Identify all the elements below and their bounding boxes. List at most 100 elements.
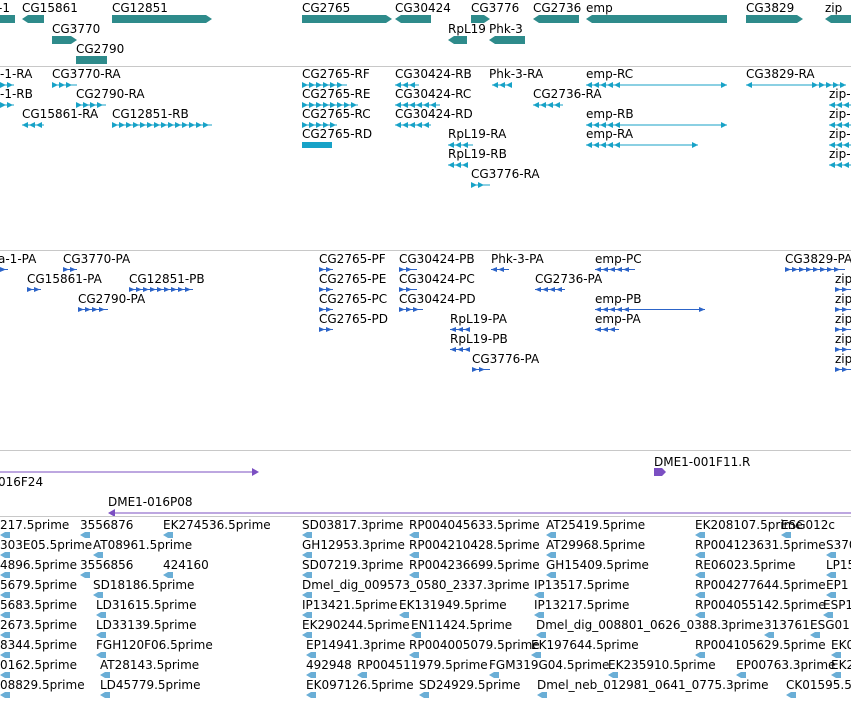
transcript-label[interactable]: Phk-3-RA bbox=[489, 67, 544, 81]
transcript-label[interactable]: CG3770-RA bbox=[52, 67, 121, 81]
est-label[interactable]: RE06023.5prime bbox=[695, 558, 796, 572]
gene-label[interactable]: CG2765 bbox=[302, 1, 351, 15]
transcript-label[interactable]: CG30424-RD bbox=[395, 107, 473, 121]
est-label[interactable]: AT28143.5prime bbox=[100, 658, 200, 672]
est-glyph[interactable] bbox=[306, 672, 316, 678]
est-label[interactable]: AT25419.5prime bbox=[546, 518, 646, 532]
protein-label[interactable]: emp-PC bbox=[595, 252, 642, 266]
est-label[interactable]: Dmel_dig_008801_0626_0388.3prime bbox=[536, 618, 764, 632]
protein-glyph[interactable] bbox=[835, 346, 851, 353]
protein-glyph[interactable] bbox=[399, 286, 417, 293]
est-label[interactable]: Dmel_neb_012981_0641_0775.3prime bbox=[537, 678, 769, 692]
gene-glyph[interactable] bbox=[0, 15, 15, 23]
protein-glyph[interactable] bbox=[835, 366, 851, 373]
est-glyph[interactable] bbox=[831, 672, 841, 678]
transcript-glyph[interactable] bbox=[0, 81, 14, 89]
gene-glyph[interactable] bbox=[746, 15, 803, 23]
transcript-glyph[interactable] bbox=[302, 142, 332, 148]
protein-label[interactable]: CG3770-PA bbox=[63, 252, 131, 266]
protein-glyph[interactable] bbox=[450, 346, 470, 353]
est-label[interactable]: GH12953.3prime bbox=[302, 538, 405, 552]
est-label[interactable]: RP004236699.5prime bbox=[409, 558, 540, 572]
est-glyph[interactable] bbox=[409, 652, 419, 658]
est-glyph[interactable] bbox=[546, 532, 556, 538]
est-label[interactable]: IP13421.5prime bbox=[302, 598, 398, 612]
est-glyph[interactable] bbox=[786, 692, 796, 698]
est-glyph[interactable] bbox=[546, 572, 556, 578]
protein-glyph[interactable] bbox=[595, 306, 705, 313]
est-label[interactable]: EK2 bbox=[831, 658, 851, 672]
est-label[interactable]: AT08961.5prime bbox=[93, 538, 193, 552]
est-glyph[interactable] bbox=[537, 692, 547, 698]
est-label[interactable]: EP00763.3prime bbox=[736, 658, 836, 672]
transcript-label[interactable]: CG30424-RC bbox=[395, 87, 472, 101]
est-label[interactable]: 217.5prime bbox=[0, 518, 70, 532]
protein-glyph[interactable] bbox=[319, 326, 333, 333]
est-glyph[interactable] bbox=[826, 552, 836, 558]
est-label[interactable]: 5679.5prime bbox=[0, 578, 77, 592]
gene-glyph[interactable] bbox=[471, 15, 490, 23]
gene-glyph[interactable] bbox=[76, 56, 107, 64]
transcript-glyph[interactable] bbox=[448, 141, 473, 149]
protein-label[interactable]: CG30424-PD bbox=[399, 292, 476, 306]
est-label[interactable]: 3556856 bbox=[80, 558, 134, 572]
est-label[interactable]: 303E05.5prime bbox=[0, 538, 93, 552]
protein-label[interactable]: CG30424-PB bbox=[399, 252, 475, 266]
est-glyph[interactable] bbox=[826, 592, 836, 598]
est-label[interactable]: 0162.5prime bbox=[0, 658, 77, 672]
est-label[interactable]: GH15409.5prime bbox=[546, 558, 649, 572]
est-label[interactable]: EP1 bbox=[826, 578, 849, 592]
gene-glyph[interactable] bbox=[302, 15, 392, 23]
protein-glyph[interactable] bbox=[399, 266, 417, 273]
est-label[interactable]: EK097126.5prime bbox=[306, 678, 414, 692]
protein-label[interactable]: CG2765-PC bbox=[319, 292, 388, 306]
est-glyph[interactable] bbox=[0, 552, 10, 558]
est-label[interactable]: 3556876 bbox=[80, 518, 134, 532]
est-label[interactable]: SD24929.5prime bbox=[419, 678, 521, 692]
transcript-glyph[interactable] bbox=[586, 81, 727, 89]
est-label[interactable]: 4896.5prime bbox=[0, 558, 77, 572]
protein-glyph[interactable] bbox=[835, 286, 851, 293]
transcript-label[interactable]: RpL19-RA bbox=[448, 127, 507, 141]
gene-label[interactable]: RpL19 bbox=[448, 22, 486, 36]
transcript-label[interactable]: -1-RB bbox=[0, 87, 33, 101]
est-glyph[interactable] bbox=[302, 572, 312, 578]
est-label[interactable]: RP004055142.5prime bbox=[695, 598, 826, 612]
est-label[interactable]: LD33139.5prime bbox=[96, 618, 197, 632]
protein-label[interactable]: zip- bbox=[835, 272, 851, 286]
est-glyph[interactable] bbox=[302, 612, 312, 618]
est-glyph[interactable] bbox=[0, 612, 10, 618]
est-glyph[interactable] bbox=[100, 672, 110, 678]
protein-glyph[interactable] bbox=[78, 306, 108, 313]
est-label[interactable]: S370 bbox=[826, 538, 851, 552]
protein-label[interactable]: CG2765-PE bbox=[319, 272, 387, 286]
gene-label[interactable]: CG3829 bbox=[746, 1, 795, 15]
protein-label[interactable]: a-1-PA bbox=[0, 252, 37, 266]
est-label[interactable]: 2673.5prime bbox=[0, 618, 77, 632]
est-label[interactable]: EK131949.5prime bbox=[399, 598, 507, 612]
transcript-glyph[interactable] bbox=[395, 101, 440, 109]
est-glyph[interactable] bbox=[96, 652, 106, 658]
protein-glyph[interactable] bbox=[399, 306, 423, 313]
est-glyph[interactable] bbox=[608, 672, 618, 678]
est-glyph[interactable] bbox=[419, 692, 429, 698]
protein-label[interactable]: CG12851-PB bbox=[129, 272, 205, 286]
est-glyph[interactable] bbox=[0, 532, 10, 538]
est-label[interactable]: FGH120F06.5prime bbox=[96, 638, 213, 652]
protein-label[interactable]: zip- bbox=[835, 292, 851, 306]
transcript-glyph[interactable] bbox=[22, 121, 44, 129]
est-glyph[interactable] bbox=[93, 592, 103, 598]
protein-glyph[interactable] bbox=[319, 266, 333, 273]
transcript-label[interactable]: emp-RB bbox=[586, 107, 634, 121]
est-label[interactable]: RP004045633.5prime bbox=[409, 518, 540, 532]
transcript-label[interactable]: RpL19-RB bbox=[448, 147, 507, 161]
est-label[interactable]: FGM319G04.5prime bbox=[489, 658, 610, 672]
protein-glyph[interactable] bbox=[595, 266, 635, 273]
gene-label[interactable]: CG3776 bbox=[471, 1, 520, 15]
transcript-glyph[interactable] bbox=[76, 101, 106, 109]
est-label[interactable]: SD07219.3prime bbox=[302, 558, 404, 572]
protein-glyph[interactable] bbox=[450, 326, 470, 333]
protein-glyph[interactable] bbox=[835, 306, 851, 313]
est-label[interactable]: Dmel_dig_009573_0580_2337.3prime bbox=[302, 578, 530, 592]
protein-label[interactable]: zip- bbox=[835, 332, 851, 346]
